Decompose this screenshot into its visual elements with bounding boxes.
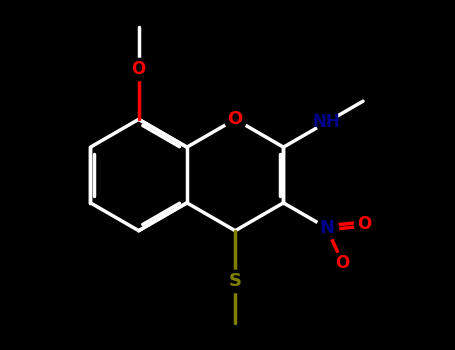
Text: S: S [229, 272, 242, 290]
Text: O: O [131, 60, 146, 78]
Text: O: O [228, 110, 243, 128]
Text: O: O [335, 253, 349, 272]
Text: O: O [358, 215, 372, 233]
Text: N: N [319, 219, 334, 237]
Text: NH: NH [313, 113, 341, 131]
